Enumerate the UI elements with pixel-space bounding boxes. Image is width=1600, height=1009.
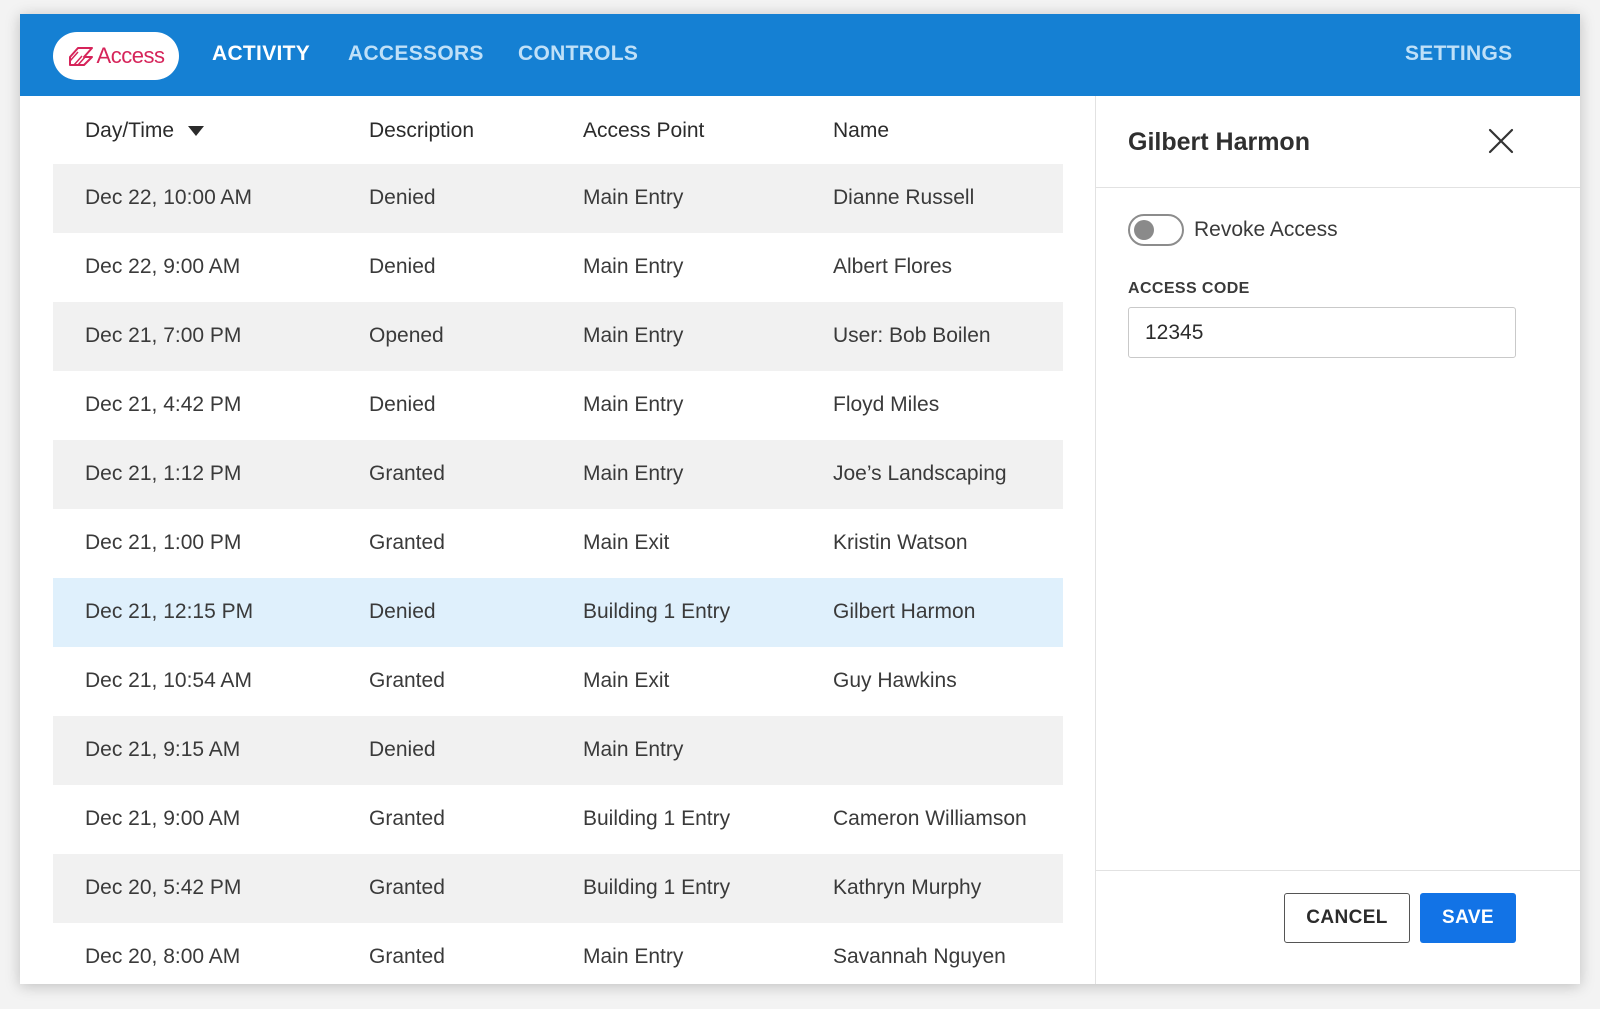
revoke-access-toggle[interactable] xyxy=(1128,214,1184,246)
column-header-label: Day/Time xyxy=(85,119,175,142)
sort-down-icon[interactable] xyxy=(188,126,205,137)
table-row[interactable]: Dec 20, 8:00 AM Granted Main Entry Savannah… xyxy=(53,923,1063,984)
tab-accessors[interactable]: ACCESSORS xyxy=(348,42,484,65)
cell-description: Denied xyxy=(369,600,436,623)
table-row[interactable]: Dec 21, 9:15 AM Denied Main Entry xyxy=(53,716,1063,785)
cell-description: Denied xyxy=(369,255,436,278)
table-row[interactable]: Dec 22, 10:00 AM Denied Main Entry Dianne R… xyxy=(53,164,1063,233)
cell-name: Floyd Miles xyxy=(833,393,940,416)
column-header-access-point[interactable]: Access Point xyxy=(583,119,705,142)
cell-name: Dianne Russell xyxy=(833,186,975,209)
app-window: Access ACTIVITY ACCESSORS CONTROLS SETTI… xyxy=(20,14,1580,984)
cell-daytime: Dec 21, 9:00 AM xyxy=(85,807,241,830)
access-code-label: ACCESS CODE xyxy=(1128,280,1250,297)
tab-controls[interactable]: CONTROLS xyxy=(518,42,639,65)
cancel-button[interactable]: CANCEL xyxy=(1284,893,1410,943)
table-row[interactable]: Dec 21, 4:42 PM Denied Main Entry Floyd Mil… xyxy=(53,371,1063,440)
table-row[interactable]: Dec 21, 7:00 PM Opened Main Entry User: Bob… xyxy=(53,302,1063,371)
table-row[interactable]: Dec 21, 1:12 PM Granted Main Entry Joe’s La… xyxy=(53,440,1063,509)
cell-name: Gilbert Harmon xyxy=(833,600,976,623)
table-row[interactable]: Dec 21, 9:00 AM Granted Building 1 Entry Ca… xyxy=(53,785,1063,854)
activity-table: Day/Time Description Access Point Name D… xyxy=(53,96,1063,984)
cell-access-point: Main Entry xyxy=(583,324,684,347)
cell-description: Granted xyxy=(369,876,445,899)
revoke-access-label: Revoke Access xyxy=(1194,218,1338,241)
close-icon[interactable] xyxy=(1488,128,1514,154)
tab-settings[interactable]: SETTINGS xyxy=(1405,42,1513,65)
panel-header: Gilbert Harmon xyxy=(1096,96,1580,188)
save-button[interactable]: SAVE xyxy=(1420,893,1516,943)
cell-description: Denied xyxy=(369,738,436,761)
cell-description: Granted xyxy=(369,462,445,485)
cell-daytime: Dec 21, 4:42 PM xyxy=(85,393,242,416)
cell-access-point: Main Entry xyxy=(583,738,684,761)
table-row[interactable]: Dec 22, 9:00 AM Denied Main Entry Albert Fl… xyxy=(53,233,1063,302)
cell-daytime: Dec 21, 10:54 AM xyxy=(85,669,252,692)
cell-name: Kristin Watson xyxy=(833,531,968,554)
cell-name: Guy Hawkins xyxy=(833,669,957,692)
cell-access-point: Main Entry xyxy=(583,186,684,209)
cell-name: Albert Flores xyxy=(833,255,953,278)
detail-panel: Gilbert Harmon Revoke Access ACCESS CODE… xyxy=(1095,96,1580,984)
logo-icon xyxy=(68,47,93,66)
cell-name: Joe’s Landscaping xyxy=(833,462,1007,485)
top-nav-bar: Access ACTIVITY ACCESSORS CONTROLS SETTI… xyxy=(20,14,1580,96)
cell-daytime: Dec 21, 9:15 AM xyxy=(85,738,241,761)
cell-daytime: Dec 20, 5:42 PM xyxy=(85,876,242,899)
cell-daytime: Dec 20, 8:00 AM xyxy=(85,945,241,968)
cell-access-point: Main Exit xyxy=(583,669,670,692)
cell-access-point: Main Exit xyxy=(583,531,670,554)
cell-description: Granted xyxy=(369,669,445,692)
cell-access-point: Building 1 Entry xyxy=(583,876,731,899)
cell-name: Savannah Nguyen xyxy=(833,945,1006,968)
panel-footer: CANCEL SAVE xyxy=(1096,870,1580,984)
cell-name: Cameron Williamson xyxy=(833,807,1027,830)
table-header: Day/Time Description Access Point Name xyxy=(53,96,1063,164)
column-header-name[interactable]: Name xyxy=(833,119,890,142)
cell-daytime: Dec 21, 12:15 PM xyxy=(85,600,254,623)
cell-name: User: Bob Boilen xyxy=(833,324,991,347)
toggle-knob xyxy=(1134,220,1154,240)
table-row[interactable]: Dec 21, 12:15 PM Denied Building 1 Entry Gi… xyxy=(53,578,1063,647)
cell-daytime: Dec 22, 10:00 AM xyxy=(85,186,252,209)
access-code-input[interactable] xyxy=(1128,307,1516,358)
table-row[interactable]: Dec 21, 1:00 PM Granted Main Exit Kristin W… xyxy=(53,509,1063,578)
cell-daytime: Dec 21, 1:00 PM xyxy=(85,531,242,554)
cell-access-point: Main Entry xyxy=(583,393,684,416)
app-logo[interactable]: Access xyxy=(53,32,179,80)
column-header-daytime[interactable]: Day/Time xyxy=(85,119,205,143)
cell-daytime: Dec 21, 7:00 PM xyxy=(85,324,242,347)
cell-access-point: Main Entry xyxy=(583,462,684,485)
table-row[interactable]: Dec 20, 5:42 PM Granted Building 1 Entry Ka… xyxy=(53,854,1063,923)
cell-description: Granted xyxy=(369,945,445,968)
cell-access-point: Building 1 Entry xyxy=(583,807,731,830)
cell-description: Granted xyxy=(369,531,445,554)
cell-description: Granted xyxy=(369,807,445,830)
panel-title: Gilbert Harmon xyxy=(1128,128,1310,156)
cell-description: Denied xyxy=(369,393,436,416)
cell-access-point: Main Entry xyxy=(583,945,684,968)
cell-description: Opened xyxy=(369,324,444,347)
cell-access-point: Building 1 Entry xyxy=(583,600,731,623)
cell-access-point: Main Entry xyxy=(583,255,684,278)
table-row[interactable]: Dec 21, 10:54 AM Granted Main Exit Guy Hawk… xyxy=(53,647,1063,716)
tab-activity[interactable]: ACTIVITY xyxy=(212,42,311,65)
cell-daytime: Dec 22, 9:00 AM xyxy=(85,255,241,278)
cell-name: Kathryn Murphy xyxy=(833,876,982,899)
logo-text: Access xyxy=(96,43,165,68)
column-header-description[interactable]: Description xyxy=(369,119,475,142)
cell-daytime: Dec 21, 1:12 PM xyxy=(85,462,242,485)
cell-description: Denied xyxy=(369,186,436,209)
revoke-access-row: Revoke Access xyxy=(1128,214,1338,246)
